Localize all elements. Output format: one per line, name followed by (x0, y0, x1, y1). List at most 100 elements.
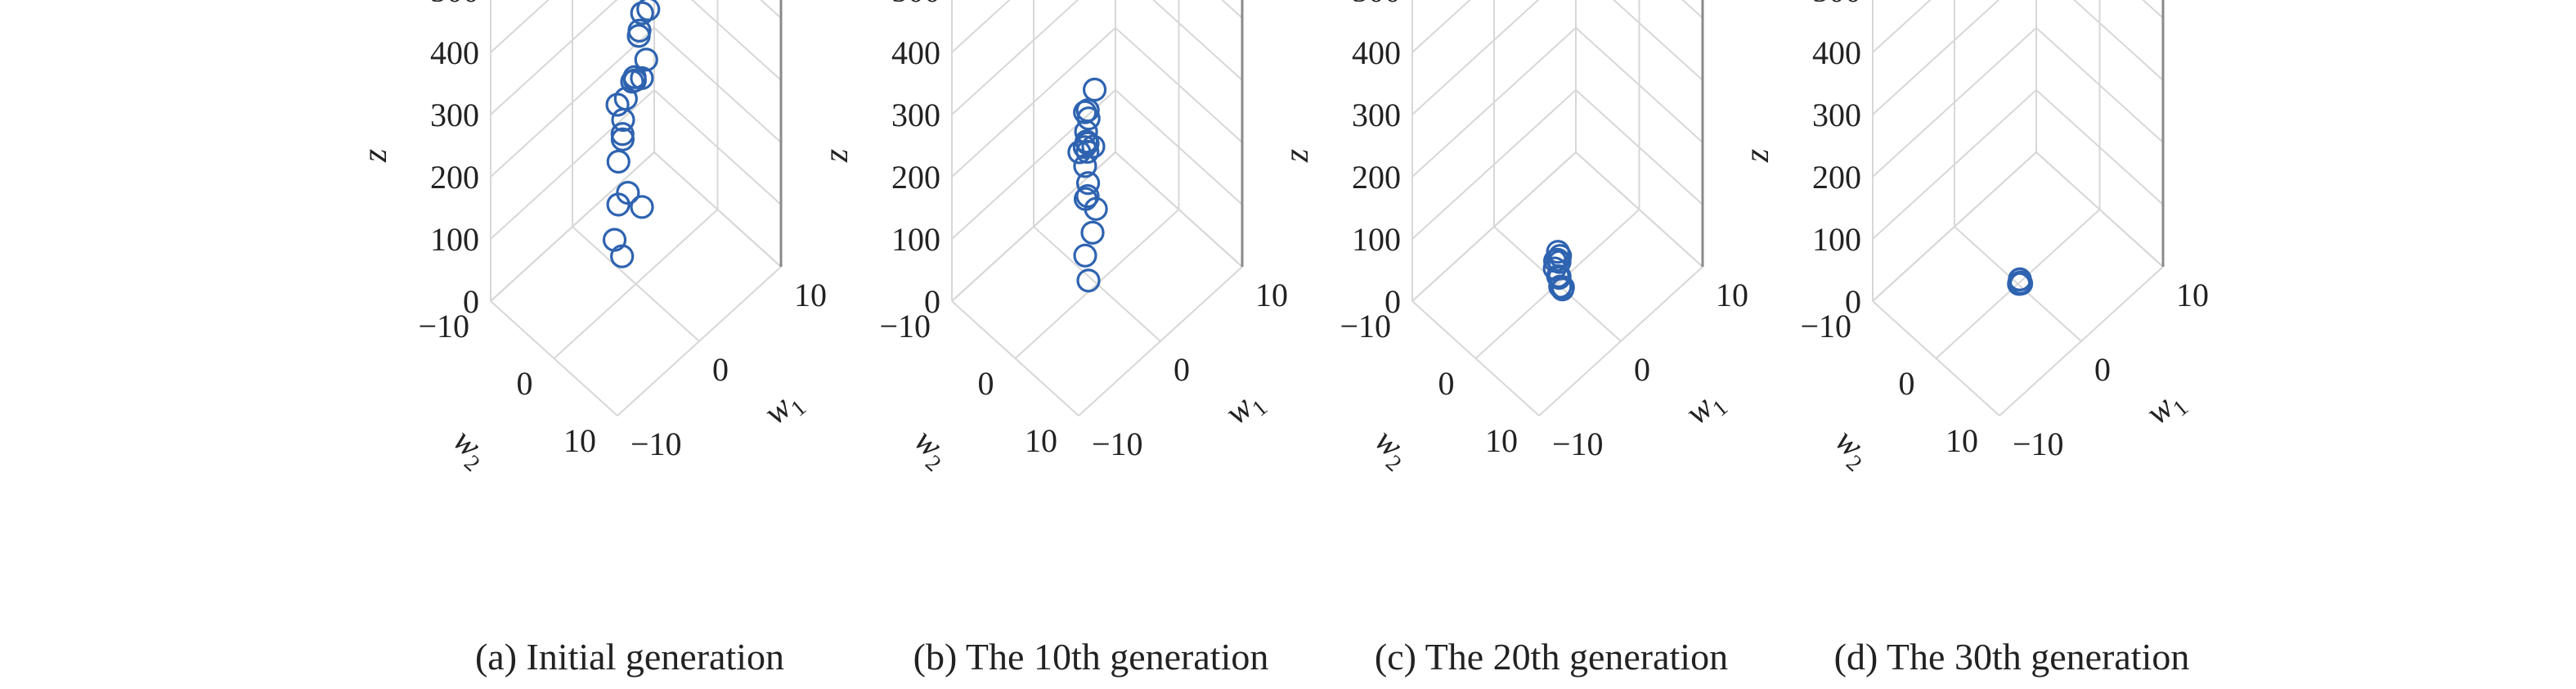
z-tick-label: 200 (1812, 159, 1861, 196)
z-axis-label: z (1278, 149, 1316, 163)
data-point (627, 18, 652, 43)
w1-tick-label: 10 (1255, 277, 1288, 313)
w1-tick-label: −10 (2013, 426, 2064, 462)
panel-caption: (c) The 20th generation (1375, 636, 1728, 678)
wall-gridline (2035, 27, 2164, 143)
w2-tick-label: 0 (1899, 365, 1915, 402)
z-tick-label: 300 (891, 97, 940, 133)
w1-tick-label: 0 (1174, 351, 1190, 388)
floor-gridline (1474, 209, 1640, 359)
data-point (1084, 196, 1108, 221)
z-tick-label: 200 (430, 159, 479, 196)
w2-tick-label: 10 (563, 422, 596, 459)
w2-tick-label: −10 (879, 308, 931, 344)
floor-gridline (1999, 266, 2164, 417)
wall-gridline (1575, 151, 1703, 268)
w1-tick-label: 10 (1716, 277, 1748, 313)
z-tick-label: 200 (1352, 159, 1401, 196)
w1-tick-label: 0 (2094, 351, 2111, 388)
z-tick-label: 400 (430, 34, 479, 71)
w1-axis-label: w1 (2139, 381, 2193, 437)
data-point (2009, 272, 2034, 296)
wall-gridline (1872, 0, 2000, 115)
z-tick-label: 400 (891, 34, 940, 71)
wall-gridline (2035, 89, 2164, 205)
wall-gridline (490, 89, 655, 240)
wall-gridline (1411, 89, 1577, 240)
data-point (636, 0, 661, 21)
z-tick-label: 0 (1384, 283, 1401, 320)
z-tick-label: 100 (891, 221, 940, 258)
data-point (1547, 250, 1572, 274)
panel-caption: (a) Initial generation (475, 636, 784, 678)
w1-axis-label: w1 (1679, 381, 1733, 437)
data-point (610, 244, 635, 268)
w1-axis-label: w1 (757, 381, 811, 437)
wall-gridline (653, 151, 782, 268)
w1-tick-label: 10 (794, 277, 827, 313)
wall-gridline (490, 27, 655, 178)
wall-gridline (951, 0, 1011, 53)
w2-axis-label: w2 (1824, 421, 1879, 477)
z-tick-label: 100 (1812, 221, 1861, 258)
wall-gridline (2073, 0, 2164, 81)
wall-gridline (1411, 0, 1471, 53)
w2-tick-label: 10 (1025, 422, 1057, 459)
w1-tick-label: −10 (1092, 426, 1143, 462)
z-tick-label: 500 (891, 0, 940, 9)
floor-gridline (1014, 209, 1180, 359)
z-tick-label: 500 (430, 0, 479, 9)
floor-gridline (617, 266, 782, 417)
data-point (630, 1, 654, 25)
data-point (630, 195, 654, 219)
wall-gridline (1115, 151, 1243, 268)
wall-gridline (1411, 0, 1540, 115)
z-tick-label: 0 (463, 283, 479, 320)
z-tick-label: 300 (430, 97, 479, 133)
data-point (606, 192, 631, 217)
data-point (1080, 220, 1105, 245)
floor-gridline (1078, 266, 1243, 417)
data-point (1067, 140, 1092, 164)
wall-gridline (2035, 151, 2164, 268)
wall-gridline (653, 27, 782, 143)
w2-tick-label: −10 (1340, 308, 1391, 344)
z-tick-label: 400 (1352, 34, 1401, 71)
w1-tick-label: 10 (2176, 277, 2209, 313)
z-tick-label: 400 (1812, 34, 1861, 71)
data-point (1073, 154, 1097, 178)
z-axis-label: z (357, 149, 394, 163)
wall-gridline (1115, 27, 1243, 143)
wall-gridline (691, 0, 782, 81)
data-point (606, 149, 631, 174)
wall-gridline (1575, 27, 1703, 143)
wall-gridline (490, 0, 618, 115)
wall-gridline (1613, 0, 1703, 81)
floor-gridline (1935, 209, 2101, 359)
z-tick-label: 100 (1352, 221, 1401, 258)
floor-gridline (553, 209, 719, 359)
data-point (1075, 171, 1101, 196)
w2-axis-label: w2 (904, 421, 958, 477)
panel-caption: (d) The 30th generation (1834, 636, 2190, 678)
w2-tick-label: 10 (1485, 422, 1518, 459)
w2-tick-label: 0 (978, 365, 994, 402)
wall-gridline (1575, 89, 1703, 205)
data-point (610, 127, 635, 151)
data-point (1075, 139, 1100, 164)
wall-gridline (1872, 151, 2037, 302)
w2-tick-label: 0 (517, 365, 533, 402)
w2-tick-label: −10 (1800, 308, 1851, 344)
w2-axis-label: w2 (1364, 421, 1419, 477)
z-tick-label: 200 (891, 159, 940, 196)
w2-tick-label: 0 (1438, 365, 1455, 402)
wall-gridline (1872, 0, 1932, 53)
data-point (1076, 268, 1101, 293)
w2-axis-label: w2 (442, 421, 497, 477)
wall-gridline (1872, 27, 2037, 178)
data-point (1547, 264, 1572, 289)
